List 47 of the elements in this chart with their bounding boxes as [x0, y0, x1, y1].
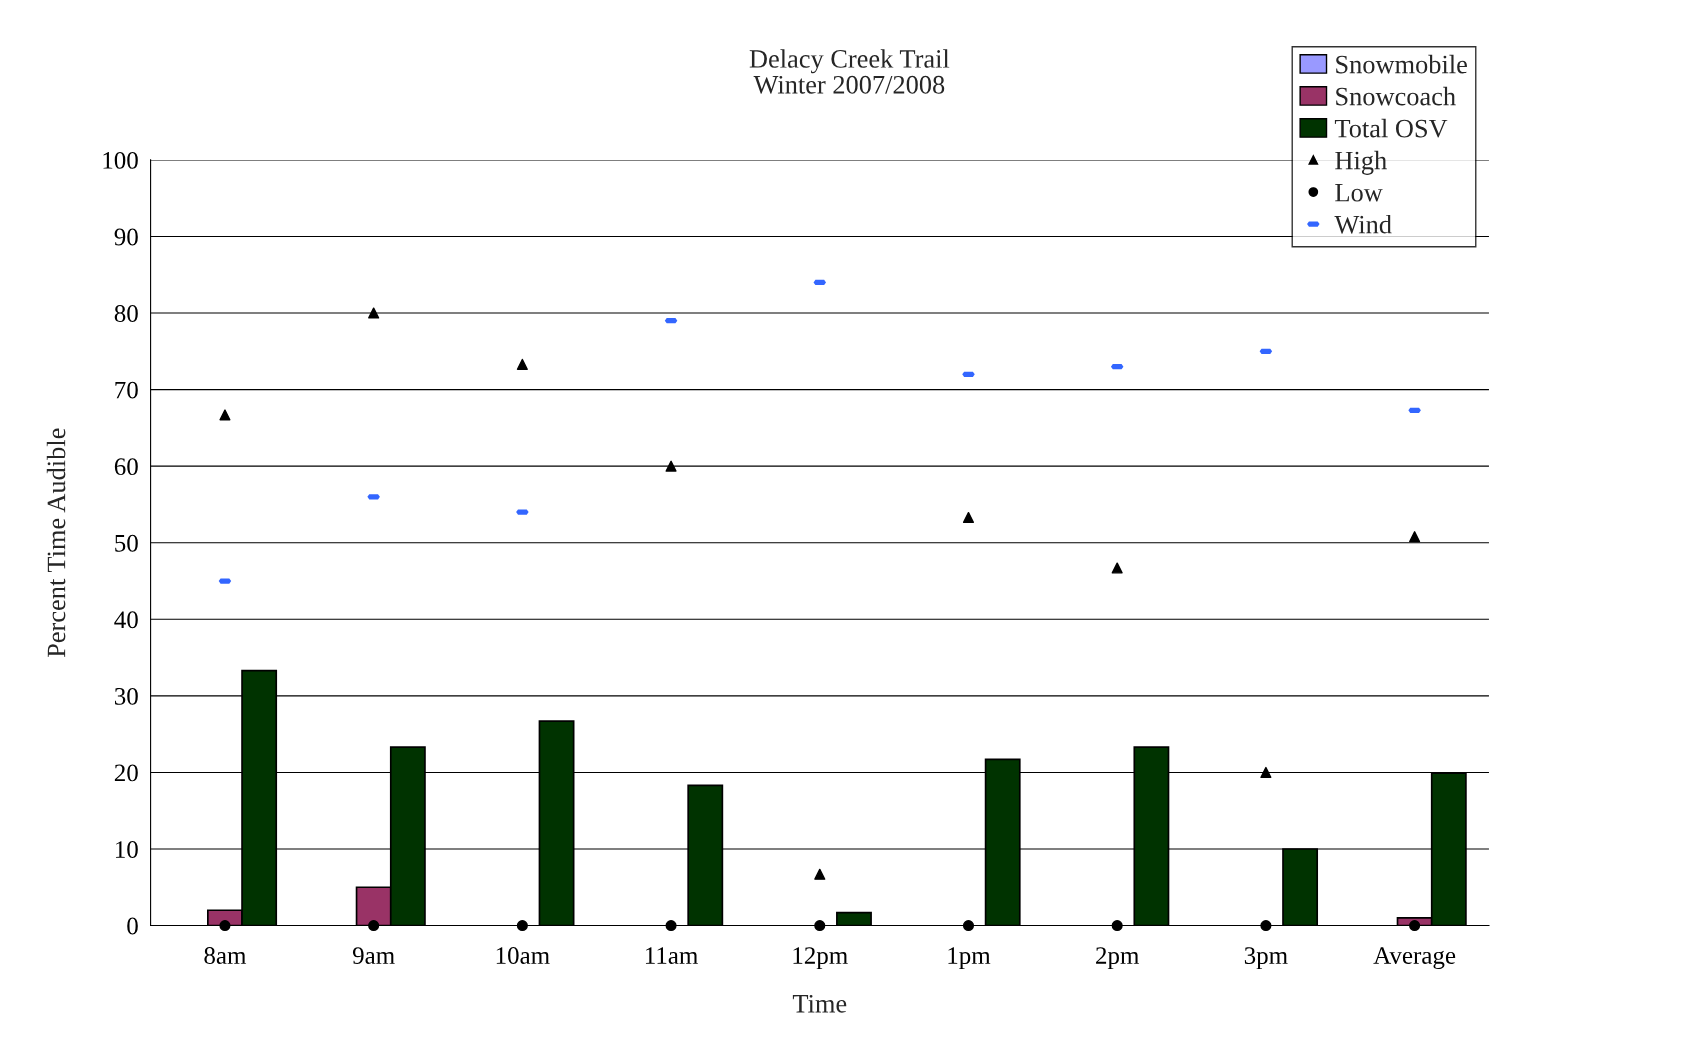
point	[219, 920, 231, 932]
y-tick-label: 20	[114, 764, 138, 782]
point	[1111, 920, 1123, 932]
y-tick-label: 40	[114, 611, 138, 629]
y-tick-label: 100	[103, 151, 138, 169]
x-tick-label: 11am	[645, 947, 698, 964]
point	[219, 409, 231, 421]
y-tick-label: 70	[115, 381, 138, 399]
x-tick-label: 9am	[352, 947, 395, 964]
legend-label: High	[1335, 150, 1387, 175]
x-tick-label: Average	[1373, 947, 1456, 970]
point	[1409, 920, 1421, 932]
y-tick-label: 90	[114, 228, 138, 246]
y-tick-label: 80	[114, 305, 138, 322]
legend-label: Wind	[1334, 214, 1392, 234]
y-tick-label: 50	[115, 534, 138, 552]
point	[1409, 531, 1421, 543]
point	[962, 511, 975, 524]
y-tick-label: 60	[114, 458, 138, 476]
y-axis-title: Percent Time Audible	[46, 428, 66, 658]
x-tick-label: 3pm	[1244, 947, 1288, 970]
point	[1111, 562, 1123, 574]
point	[962, 920, 975, 932]
legend-label: Low	[1335, 183, 1383, 202]
point	[665, 460, 677, 472]
x-tick-label: 1pm	[948, 947, 991, 970]
legend-label: Snowmobile	[1336, 54, 1467, 74]
point	[516, 358, 528, 370]
x-tick-label: 8am	[204, 947, 247, 964]
x-axis-title: Time	[792, 994, 847, 1013]
x-tick-label: 12pm	[793, 947, 848, 970]
chart-title: Delacy Creek Trail Winter 2007/2008	[749, 49, 950, 94]
legend-label: Snowcoach	[1336, 86, 1456, 106]
y-tick-label: 0	[127, 917, 138, 935]
point	[368, 920, 380, 932]
point	[1260, 920, 1272, 932]
x-tick-label: 10am	[496, 947, 550, 964]
x-tick-label: 2pm	[1096, 947, 1140, 970]
point	[368, 307, 380, 319]
point	[665, 920, 677, 932]
point	[814, 920, 826, 932]
legend-label: Total OSV	[1334, 118, 1448, 138]
point	[516, 920, 528, 932]
point	[1260, 766, 1272, 778]
point	[814, 868, 826, 880]
y-tick-label: 30	[114, 687, 138, 705]
y-tick-label: 10	[115, 841, 138, 858]
